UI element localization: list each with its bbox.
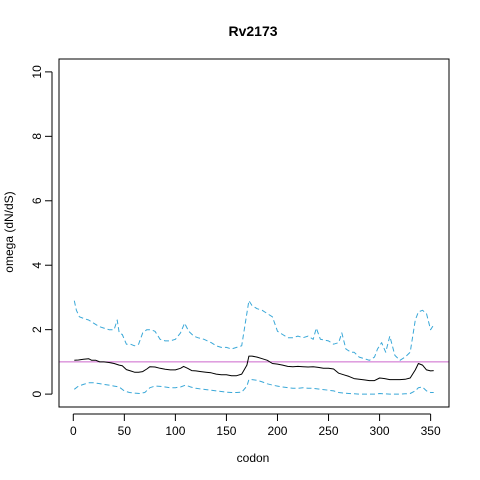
x-tick-label: 150: [216, 424, 236, 438]
x-tick-label: 250: [319, 424, 339, 438]
y-axis-label: omega (dN/dS): [2, 191, 16, 272]
x-tick-label: 300: [370, 424, 390, 438]
y-axis: 0 2 4 6 8 10: [30, 65, 53, 397]
x-tick-label: 50: [118, 424, 132, 438]
x-tick-label: 100: [165, 424, 185, 438]
x-tick-label: 350: [421, 424, 441, 438]
y-tick-label: 4: [30, 262, 44, 269]
plot-area: [59, 300, 449, 395]
x-axis: 0 50 100 150 200 250 300 350: [70, 413, 441, 438]
series-line-upper: [73, 300, 435, 361]
y-tick-label: 0: [30, 390, 44, 397]
y-tick-label: 6: [30, 197, 44, 204]
x-axis-label: codon: [237, 451, 270, 465]
y-tick-label: 2: [30, 326, 44, 333]
x-tick-label: 200: [267, 424, 287, 438]
chart-title: Rv2173: [228, 23, 277, 39]
y-tick-label: 8: [30, 133, 44, 140]
plot-frame: [58, 58, 450, 408]
series-line-lower: [73, 379, 434, 395]
x-tick-label: 0: [70, 424, 77, 438]
series-line-estimate: [74, 355, 434, 382]
y-tick-label: 10: [30, 65, 44, 79]
